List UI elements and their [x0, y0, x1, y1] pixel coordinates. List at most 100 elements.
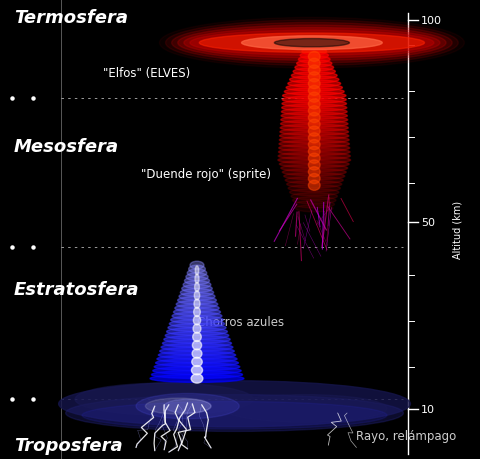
Ellipse shape [299, 56, 330, 64]
Text: 10: 10 [421, 404, 435, 414]
Ellipse shape [161, 343, 233, 352]
Text: "Duende rojo" (sprite): "Duende rojo" (sprite) [141, 168, 271, 181]
Ellipse shape [289, 77, 339, 84]
Ellipse shape [283, 93, 346, 100]
Ellipse shape [308, 174, 320, 184]
Ellipse shape [308, 181, 320, 191]
Ellipse shape [280, 133, 349, 140]
Ellipse shape [288, 185, 340, 192]
Ellipse shape [282, 169, 346, 176]
Ellipse shape [302, 49, 326, 56]
Ellipse shape [165, 332, 229, 340]
Ellipse shape [183, 281, 211, 289]
Ellipse shape [308, 134, 320, 144]
Ellipse shape [281, 165, 348, 172]
Ellipse shape [164, 399, 211, 413]
Ellipse shape [159, 18, 464, 69]
Ellipse shape [308, 113, 320, 123]
Text: 100: 100 [421, 16, 442, 26]
Ellipse shape [223, 395, 387, 422]
Ellipse shape [192, 366, 203, 375]
Ellipse shape [191, 374, 203, 383]
Ellipse shape [279, 141, 349, 148]
Ellipse shape [308, 154, 320, 164]
Ellipse shape [175, 305, 219, 313]
Ellipse shape [167, 328, 228, 336]
Ellipse shape [176, 301, 218, 308]
Ellipse shape [173, 308, 220, 316]
Ellipse shape [153, 367, 241, 375]
Ellipse shape [308, 52, 320, 62]
Ellipse shape [162, 340, 231, 347]
Ellipse shape [308, 147, 320, 157]
Ellipse shape [152, 371, 242, 379]
Ellipse shape [293, 69, 336, 76]
Ellipse shape [308, 161, 320, 171]
Ellipse shape [280, 121, 348, 128]
Ellipse shape [178, 26, 446, 61]
Ellipse shape [193, 325, 201, 334]
Ellipse shape [193, 308, 200, 317]
Ellipse shape [195, 266, 199, 275]
Ellipse shape [194, 283, 199, 292]
Ellipse shape [194, 299, 200, 308]
Ellipse shape [189, 265, 205, 274]
Ellipse shape [168, 324, 226, 332]
Ellipse shape [192, 358, 202, 367]
Ellipse shape [184, 277, 209, 285]
Ellipse shape [172, 23, 452, 64]
Ellipse shape [279, 145, 350, 152]
Ellipse shape [275, 39, 349, 48]
Ellipse shape [308, 127, 320, 137]
Ellipse shape [279, 137, 349, 144]
Ellipse shape [308, 120, 320, 130]
Ellipse shape [308, 66, 320, 76]
Ellipse shape [296, 205, 333, 213]
Ellipse shape [308, 140, 320, 151]
Ellipse shape [180, 289, 214, 297]
Ellipse shape [308, 59, 320, 69]
Ellipse shape [288, 81, 341, 88]
Ellipse shape [280, 125, 348, 132]
Ellipse shape [75, 383, 253, 415]
Text: Mesosfera: Mesosfera [14, 138, 119, 156]
Ellipse shape [186, 273, 208, 281]
Ellipse shape [292, 197, 336, 204]
Ellipse shape [169, 320, 225, 328]
Ellipse shape [278, 149, 350, 156]
Ellipse shape [157, 355, 237, 363]
Ellipse shape [166, 21, 458, 66]
Ellipse shape [136, 394, 239, 419]
Text: Chorros azules: Chorros azules [197, 315, 284, 328]
Ellipse shape [308, 73, 320, 83]
Ellipse shape [308, 168, 320, 178]
Text: Estratosfera: Estratosfera [14, 280, 140, 298]
Ellipse shape [194, 291, 200, 300]
Ellipse shape [241, 37, 382, 50]
Ellipse shape [82, 402, 387, 429]
Ellipse shape [282, 105, 347, 112]
Ellipse shape [284, 173, 345, 180]
Ellipse shape [308, 86, 320, 96]
Ellipse shape [184, 28, 440, 59]
Text: Termosfera: Termosfera [14, 9, 128, 28]
Ellipse shape [308, 100, 320, 110]
Ellipse shape [308, 79, 320, 90]
Ellipse shape [291, 193, 337, 201]
Ellipse shape [281, 109, 347, 116]
Ellipse shape [145, 398, 211, 414]
Ellipse shape [160, 347, 234, 355]
Ellipse shape [289, 189, 339, 196]
Ellipse shape [199, 34, 424, 53]
Ellipse shape [294, 201, 335, 208]
Text: "Elfos" (ELVES): "Elfos" (ELVES) [103, 67, 191, 80]
Ellipse shape [178, 297, 216, 305]
Ellipse shape [156, 359, 239, 367]
Ellipse shape [192, 349, 202, 358]
Text: Troposfera: Troposfera [14, 436, 123, 454]
Ellipse shape [308, 93, 320, 103]
Ellipse shape [192, 341, 202, 350]
Ellipse shape [300, 53, 328, 60]
Ellipse shape [187, 269, 207, 277]
Text: Rayo, relámpago: Rayo, relámpago [357, 430, 456, 442]
